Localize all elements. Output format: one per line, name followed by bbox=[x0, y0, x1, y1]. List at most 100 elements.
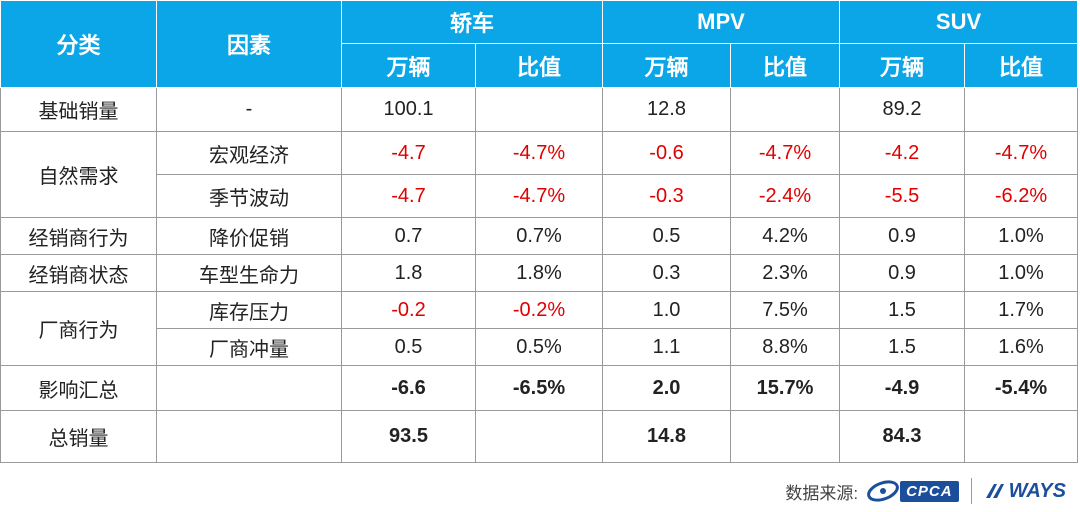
header-ratio: 比值 bbox=[964, 43, 1079, 88]
value-cell: 1.5 bbox=[839, 291, 966, 329]
header-ratio: 比值 bbox=[474, 43, 604, 88]
header-group-sedan: 轿车 bbox=[340, 0, 604, 44]
cpca-logo-text: CPCA bbox=[900, 480, 959, 502]
value-cell: -5.5 bbox=[839, 174, 966, 218]
value-cell: -0.2% bbox=[474, 291, 604, 329]
ways-mark-icon bbox=[985, 484, 1004, 498]
value-cell: 8.8% bbox=[730, 328, 841, 366]
ways-logo: WAYS bbox=[984, 480, 1066, 503]
value-cell: -0.6 bbox=[602, 131, 732, 175]
header-ratio: 比值 bbox=[730, 43, 841, 88]
header-unit: 万辆 bbox=[839, 43, 966, 88]
value-cell: 0.3 bbox=[602, 254, 732, 292]
value-cell: 0.5% bbox=[474, 328, 604, 366]
value-cell: 14.8 bbox=[602, 410, 732, 463]
factor-cell: 厂商冲量 bbox=[156, 328, 342, 366]
table-row: 经销商行为 降价促销 0.7 0.7% 0.5 4.2% 0.9 1.0% bbox=[0, 217, 1079, 255]
value-cell: 1.8 bbox=[341, 254, 476, 292]
table-row: 厂商行为 库存压力 -0.2 -0.2% 1.0 7.5% 1.5 1.7% bbox=[0, 291, 1079, 366]
value-cell: 0.9 bbox=[839, 254, 966, 292]
value-cell: 0.9 bbox=[839, 217, 966, 255]
value-cell: 100.1 bbox=[341, 87, 476, 132]
table-row: 总销量 93.5 14.8 84.3 bbox=[0, 410, 1079, 463]
value-cell: -4.7 bbox=[341, 174, 476, 218]
category-cell: 厂商行为 bbox=[0, 291, 157, 366]
value-cell: 1.8% bbox=[474, 254, 604, 292]
value-cell: -6.2% bbox=[964, 174, 1079, 218]
value-cell bbox=[730, 410, 841, 463]
sales-factor-table: 分类 因素 轿车 MPV SUV 万辆 比值 万辆 比值 万辆 比值 基础销量 … bbox=[0, 0, 1079, 463]
table-row: 基础销量 - 100.1 12.8 89.2 bbox=[0, 87, 1079, 132]
category-cell: 自然需求 bbox=[0, 131, 157, 218]
value-cell: -4.2 bbox=[839, 131, 966, 175]
factor-cell bbox=[156, 365, 342, 411]
header-group-suv: SUV bbox=[839, 0, 1079, 44]
swirl-icon bbox=[867, 480, 899, 502]
value-cell: 1.7% bbox=[964, 291, 1079, 329]
value-cell bbox=[730, 87, 841, 132]
value-cell: 84.3 bbox=[839, 410, 966, 463]
header-unit: 万辆 bbox=[602, 43, 732, 88]
value-cell: -4.7% bbox=[474, 131, 604, 175]
factor-cell: 季节波动 bbox=[156, 174, 342, 218]
value-cell: 4.2% bbox=[730, 217, 841, 255]
value-cell: -6.6 bbox=[341, 365, 476, 411]
value-cell: 2.0 bbox=[602, 365, 732, 411]
value-cell: -0.3 bbox=[602, 174, 732, 218]
value-cell: 15.7% bbox=[730, 365, 841, 411]
value-cell: 1.1 bbox=[602, 328, 732, 366]
value-cell: 7.5% bbox=[730, 291, 841, 329]
header-unit: 万辆 bbox=[341, 43, 476, 88]
factor-cell bbox=[156, 410, 342, 463]
category-cell: 影响汇总 bbox=[0, 365, 157, 411]
value-cell: 1.0% bbox=[964, 217, 1079, 255]
value-cell: 1.5 bbox=[839, 328, 966, 366]
value-cell: 0.7 bbox=[341, 217, 476, 255]
source-footer: 数据来源: CPCA WAYS bbox=[785, 474, 1066, 508]
category-cell: 总销量 bbox=[0, 410, 157, 463]
value-cell: 0.5 bbox=[602, 217, 732, 255]
value-cell: -4.7% bbox=[474, 174, 604, 218]
category-cell: 基础销量 bbox=[0, 87, 157, 132]
table-row: 影响汇总 -6.6 -6.5% 2.0 15.7% -4.9 -5.4% bbox=[0, 365, 1079, 411]
value-cell: 1.0 bbox=[602, 291, 732, 329]
logo-divider bbox=[970, 478, 972, 504]
value-cell: 93.5 bbox=[341, 410, 476, 463]
value-cell: -4.7% bbox=[964, 131, 1079, 175]
header-factor: 因素 bbox=[156, 0, 342, 88]
value-cell bbox=[474, 410, 604, 463]
header-category: 分类 bbox=[0, 0, 157, 88]
factor-cell: 车型生命力 bbox=[156, 254, 342, 292]
value-cell: 0.5 bbox=[341, 328, 476, 366]
value-cell: 12.8 bbox=[602, 87, 732, 132]
value-cell: -5.4% bbox=[964, 365, 1079, 411]
factor-cell: - bbox=[156, 87, 342, 132]
value-cell: -0.2 bbox=[341, 291, 476, 329]
source-label: 数据来源: bbox=[785, 483, 859, 503]
category-cell: 经销商行为 bbox=[0, 217, 157, 255]
factor-cell: 库存压力 bbox=[156, 291, 342, 329]
value-cell bbox=[474, 87, 604, 132]
category-cell: 经销商状态 bbox=[0, 254, 157, 292]
value-cell: 2.3% bbox=[730, 254, 841, 292]
factor-cell: 宏观经济 bbox=[156, 131, 342, 175]
header-group-mpv: MPV bbox=[602, 0, 841, 44]
ways-logo-text: WAYS bbox=[1008, 479, 1066, 502]
cpca-logo: CPCA bbox=[866, 478, 959, 504]
value-cell: 1.0% bbox=[964, 254, 1079, 292]
factor-cell: 降价促销 bbox=[156, 217, 342, 255]
value-cell bbox=[964, 410, 1079, 463]
value-cell bbox=[964, 87, 1079, 132]
value-cell: 89.2 bbox=[839, 87, 966, 132]
value-cell: 0.7% bbox=[474, 217, 604, 255]
value-cell: -4.7 bbox=[341, 131, 476, 175]
value-cell: -4.7% bbox=[730, 131, 841, 175]
value-cell: 1.6% bbox=[964, 328, 1079, 366]
table-row: 季节波动 -4.7 -4.7% -0.3 -2.4% -5.5 -6.2% bbox=[1, 174, 1079, 218]
table-row: 自然需求 宏观经济 -4.7 -4.7% -0.6 -4.7% -4.2 -4.… bbox=[0, 131, 1079, 218]
table-row: 经销商状态 车型生命力 1.8 1.8% 0.3 2.3% 0.9 1.0% bbox=[0, 254, 1079, 292]
value-cell: -6.5% bbox=[474, 365, 604, 411]
value-cell: -2.4% bbox=[730, 174, 841, 218]
table-row: 厂商冲量 0.5 0.5% 1.1 8.8% 1.5 1.6% bbox=[1, 328, 1079, 366]
value-cell: -4.9 bbox=[839, 365, 966, 411]
